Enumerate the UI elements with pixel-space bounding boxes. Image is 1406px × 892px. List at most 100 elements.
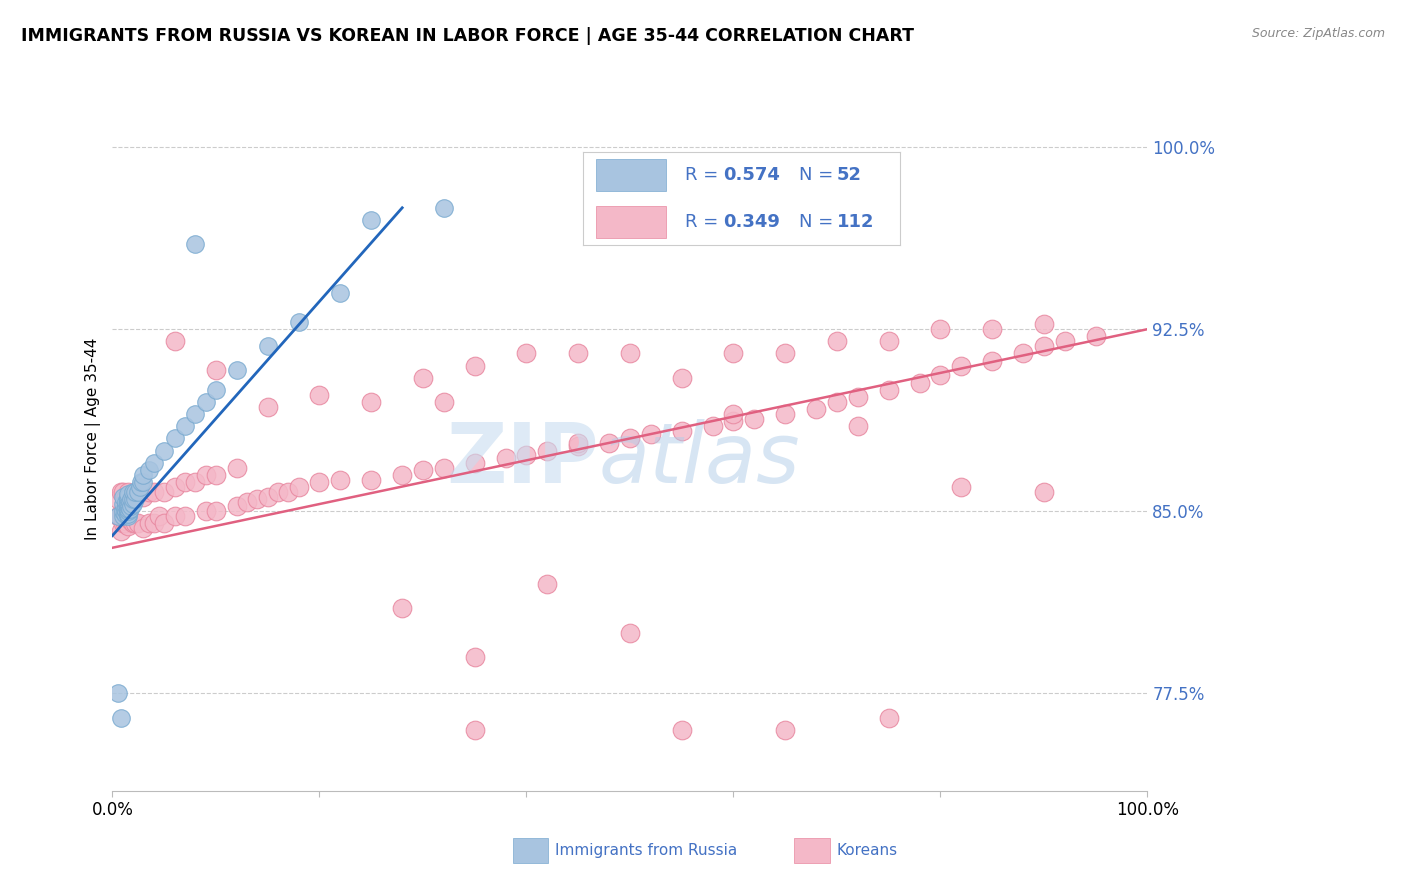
Point: [495, 450, 517, 465]
Point: [122, 484, 145, 499]
Point: [246, 492, 269, 507]
Point: [194, 395, 217, 409]
Point: [120, 514, 142, 528]
Point: [111, 497, 134, 511]
Point: [1032, 339, 1054, 353]
Point: [118, 502, 141, 516]
Point: [120, 492, 142, 507]
Point: [433, 201, 456, 215]
Point: [111, 504, 134, 518]
Point: [256, 400, 278, 414]
Point: [122, 492, 145, 507]
Point: [117, 509, 139, 524]
Point: [138, 516, 160, 531]
Y-axis label: In Labor Force | Age 35-44: In Labor Force | Age 35-44: [86, 337, 101, 540]
Point: [163, 480, 186, 494]
Point: [846, 419, 869, 434]
Point: [124, 492, 146, 507]
Point: [111, 820, 134, 834]
Bar: [596, 159, 666, 191]
Point: [107, 509, 129, 524]
Point: [536, 577, 558, 591]
Point: [117, 507, 139, 521]
Point: [173, 419, 195, 434]
Point: [111, 516, 134, 531]
Point: [567, 346, 589, 360]
Point: [1084, 329, 1107, 343]
Point: [236, 494, 259, 508]
Point: [806, 402, 828, 417]
Point: [163, 509, 186, 524]
Point: [117, 504, 139, 518]
Point: [205, 363, 228, 377]
Point: [225, 363, 247, 377]
Point: [132, 475, 155, 490]
Point: [329, 473, 352, 487]
Point: [433, 460, 456, 475]
Point: [515, 346, 537, 360]
Text: 112: 112: [837, 213, 875, 231]
Point: [981, 353, 1004, 368]
Text: R =: R =: [685, 166, 718, 184]
Point: [877, 334, 900, 349]
Point: [124, 516, 146, 531]
Point: [132, 467, 155, 482]
Point: [308, 475, 330, 490]
Point: [117, 494, 139, 508]
Point: [256, 490, 278, 504]
Point: [825, 334, 848, 349]
Point: [118, 494, 141, 508]
Point: [173, 509, 195, 524]
Point: [464, 723, 486, 737]
Point: [464, 650, 486, 665]
Point: [153, 516, 176, 531]
Point: [120, 492, 142, 507]
Point: [163, 334, 186, 349]
Point: [110, 524, 132, 538]
Point: [619, 432, 641, 446]
Point: [115, 494, 138, 508]
Point: [132, 490, 155, 504]
Point: [908, 376, 931, 390]
Point: [114, 492, 136, 507]
Point: [184, 407, 207, 421]
Point: [129, 480, 152, 494]
Point: [117, 502, 139, 516]
Point: [138, 484, 160, 499]
Text: 0.574: 0.574: [723, 166, 779, 184]
Text: Source: ZipAtlas.com: Source: ZipAtlas.com: [1251, 27, 1385, 40]
Text: N =: N =: [799, 213, 832, 231]
Point: [107, 492, 129, 507]
Point: [515, 449, 537, 463]
Point: [117, 497, 139, 511]
Point: [567, 436, 589, 450]
Point: [173, 475, 195, 490]
Point: [111, 504, 134, 518]
Point: [567, 439, 589, 453]
Point: [329, 285, 352, 300]
Point: [640, 426, 662, 441]
Point: [124, 484, 146, 499]
Point: [619, 346, 641, 360]
Point: [267, 484, 290, 499]
Point: [619, 625, 641, 640]
Point: [117, 484, 139, 499]
Point: [702, 419, 724, 434]
Point: [877, 711, 900, 725]
Text: N =: N =: [799, 166, 832, 184]
Point: [225, 460, 247, 475]
Point: [115, 500, 138, 514]
Point: [287, 315, 309, 329]
Point: [163, 432, 186, 446]
Point: [773, 346, 796, 360]
Point: [205, 383, 228, 397]
Point: [846, 390, 869, 404]
Point: [184, 237, 207, 252]
Point: [114, 502, 136, 516]
Point: [115, 504, 138, 518]
Point: [412, 371, 434, 385]
Point: [205, 467, 228, 482]
Point: [117, 497, 139, 511]
Point: [110, 711, 132, 725]
Point: [117, 509, 139, 524]
